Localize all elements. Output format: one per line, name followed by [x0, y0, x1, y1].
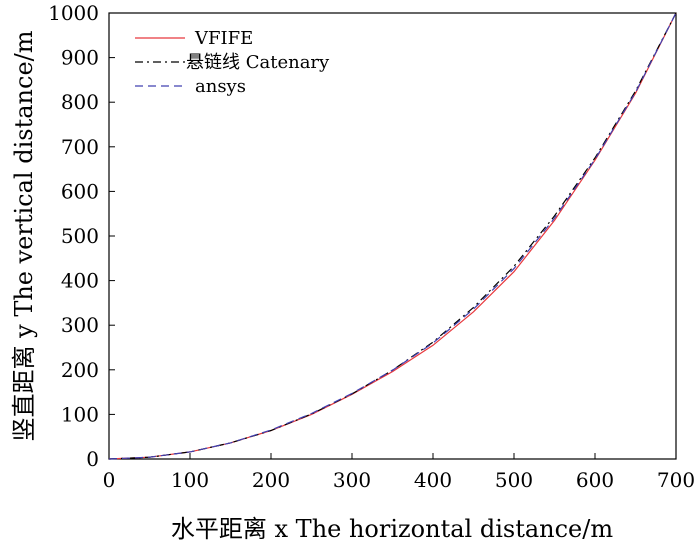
y-tick-label: 800 — [61, 90, 99, 114]
legend-label-catenary: 悬链线 Catenary — [186, 52, 330, 73]
legend: VFIFE 悬链线 Catenary ansys — [135, 28, 330, 97]
y-tick-label: 1000 — [48, 1, 99, 25]
legend-label-vfife: VFIFE — [194, 28, 253, 49]
y-tick-label: 700 — [61, 135, 99, 159]
x-tick-label: 300 — [333, 468, 371, 492]
y-tick-label: 100 — [61, 402, 99, 426]
x-tick-label: 600 — [576, 468, 614, 492]
y-tick-label: 600 — [61, 179, 99, 203]
x-tick-label: 400 — [414, 468, 452, 492]
legend-label-ansys: ansys — [195, 76, 246, 97]
y-axis-ticks: 0 100 200 300 400 500 600 700 800 900 1000 — [48, 1, 115, 471]
x-tick-label: 500 — [495, 468, 533, 492]
y-tick-label: 900 — [61, 46, 99, 70]
x-tick-label: 200 — [252, 468, 290, 492]
series-lines — [108, 12, 677, 460]
x-tick-label: 700 — [657, 468, 695, 492]
y-tick-label: 400 — [61, 269, 99, 293]
y-tick-label: 200 — [61, 358, 99, 382]
y-tick-label: 0 — [86, 447, 99, 471]
series-line-2 — [108, 12, 677, 460]
y-tick-label: 300 — [61, 313, 99, 337]
y-tick-label: 500 — [61, 224, 99, 248]
y-axis-label: 竖直距离 y The vertical distance/m — [10, 30, 38, 441]
x-tick-label: 100 — [171, 468, 209, 492]
x-axis-ticks: 0 100 200 300 400 500 600 700 — [103, 453, 695, 492]
x-axis-label: 水平距离 x The horizontal distance/m — [171, 515, 613, 543]
x-tick-label: 0 — [103, 468, 116, 492]
